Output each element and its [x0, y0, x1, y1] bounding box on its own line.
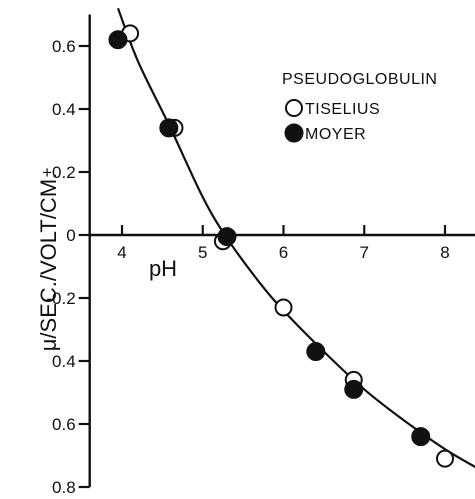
legend-label-tiselius: TISELIUS: [305, 101, 380, 118]
legend-marker-filled-circle: [284, 123, 304, 143]
y-tick-label: 0.4: [52, 352, 76, 371]
y-axis-label: μ/SEC./VOLT/CM.: [36, 173, 61, 352]
x-tick-label: 6: [279, 243, 288, 262]
legend-title: PSEUDOGLOBULIN: [282, 71, 437, 88]
fit-curve: [116, 7, 475, 469]
tiselius-data-point: [436, 449, 454, 468]
x-axis-label: pH: [149, 256, 177, 281]
tiselius-data-point: [274, 298, 293, 317]
y-tick-label: 0.8: [52, 478, 76, 497]
y-tick-label: +0.2: [42, 163, 76, 182]
moyer-data-point: [159, 118, 179, 138]
x-tick-label: 5: [198, 243, 207, 262]
x-tick-label: 7: [360, 243, 369, 262]
x-tick-label: 8: [440, 243, 449, 262]
y-tick-label: 0.6: [52, 415, 76, 434]
moyer-data-point: [306, 342, 326, 362]
legend: PSEUDOGLOBULIN TISELIUS MOYER: [282, 71, 437, 143]
legend-marker-open-circle: [285, 99, 303, 117]
y-tick-label: -0.2: [46, 289, 75, 308]
data-points: [108, 24, 454, 468]
moyer-data-point: [217, 227, 237, 247]
x-axis-ticks: 4 5 6 7 8: [117, 225, 450, 262]
moyer-data-point: [344, 379, 364, 399]
y-tick-label: 0: [66, 226, 75, 245]
legend-label-moyer: MOYER: [305, 126, 366, 143]
y-axis-ticks: 0.6 0.4 +0.2 0 -0.2 0.4 0.6 0.8: [42, 37, 90, 497]
moyer-data-point: [108, 30, 128, 50]
moyer-data-point: [411, 427, 431, 447]
y-tick-label: 0.6: [52, 37, 76, 56]
x-tick-label: 4: [117, 243, 126, 262]
y-tick-label: 0.4: [52, 100, 76, 119]
